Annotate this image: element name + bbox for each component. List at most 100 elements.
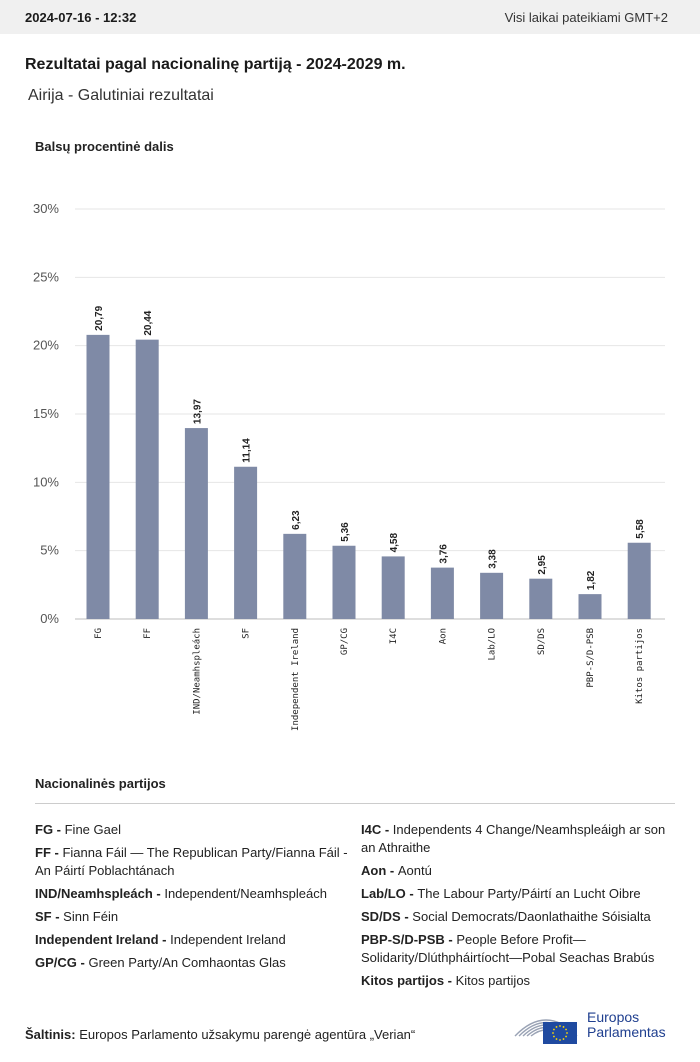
x-tick-label: Kitos partijos bbox=[635, 628, 645, 704]
flag-star-icon bbox=[555, 1026, 558, 1028]
legend-item: Aon - Aontú bbox=[361, 862, 679, 880]
source-text: Europos Parlamento užsakymu parengė agen… bbox=[79, 1027, 416, 1042]
x-tick-label: SD/DS bbox=[537, 628, 547, 655]
flag-star-icon bbox=[552, 1032, 554, 1034]
y-tick-label: 30% bbox=[33, 201, 59, 216]
x-tick-label: PBP-S/D-PSB bbox=[586, 628, 596, 688]
parliament-emblem-icon bbox=[514, 1019, 578, 1044]
flag-star-icon bbox=[553, 1035, 555, 1038]
bar bbox=[381, 556, 405, 619]
legend-name: People Before Profit—Solidarity/Dlúthphá… bbox=[361, 932, 655, 965]
legend-column-left: FG - Fine Gael FF - Fianna Fáil — The Rep… bbox=[35, 821, 353, 977]
y-tick-label: 0% bbox=[40, 611, 59, 626]
y-tick-label: 20% bbox=[33, 338, 59, 353]
flag-star-icon bbox=[559, 1025, 561, 1027]
bar bbox=[135, 339, 159, 619]
bar bbox=[430, 567, 454, 619]
bar bbox=[332, 545, 356, 619]
legend-name: The Labour Party/Páirtí an Lucht Oibre bbox=[417, 886, 641, 901]
legend-item: Kitos partijos - Kitos partijos bbox=[361, 972, 679, 990]
bar-value-label: 6,23 bbox=[291, 510, 302, 530]
flag-star-icon bbox=[562, 1038, 565, 1040]
legend-abbr: Lab/LO - bbox=[361, 886, 418, 901]
bar bbox=[480, 572, 504, 619]
legend-abbr: Aon - bbox=[361, 863, 398, 878]
bar-value-label: 13,97 bbox=[192, 399, 203, 424]
bar-value-label: 20,44 bbox=[143, 310, 154, 335]
flag-star-icon bbox=[566, 1032, 568, 1034]
legend-abbr: GP/CG - bbox=[35, 955, 89, 970]
y-tick-label: 15% bbox=[33, 406, 59, 421]
top-bar: 2024-07-16 - 12:32 Visi laikai pateikiam… bbox=[0, 0, 700, 34]
legend-name: Kitos partijos bbox=[455, 973, 531, 988]
legend-item: I4C - Independents 4 Change/Neamhspleáig… bbox=[361, 821, 679, 857]
bar-value-label: 5,36 bbox=[340, 522, 351, 542]
x-tick-label: GP/CG bbox=[340, 628, 350, 655]
legend-item: GP/CG - Green Party/An Comhaontas Glas bbox=[35, 954, 353, 972]
timestamp: 2024-07-16 - 12:32 bbox=[25, 9, 137, 25]
bar bbox=[529, 578, 553, 619]
bar-value-label: 1,82 bbox=[586, 570, 597, 590]
legend-item: Lab/LO - The Labour Party/Páirtí an Luch… bbox=[361, 885, 679, 903]
legend-name: Independents 4 Change/Neamhspleáigh ar s… bbox=[361, 822, 666, 855]
legend-name: Green Party/An Comhaontas Glas bbox=[88, 955, 286, 970]
legend-name: Social Democrats/Daonlathaithe Sóisialta bbox=[412, 909, 651, 924]
legend-abbr: SD/DS - bbox=[361, 909, 413, 924]
source-label: Šaltinis: bbox=[25, 1027, 76, 1042]
x-tick-label: Independent Ireland bbox=[291, 628, 301, 731]
legend-divider bbox=[35, 803, 675, 804]
flag-star-icon bbox=[553, 1028, 555, 1031]
flag-star-icon bbox=[559, 1039, 561, 1041]
x-tick-label: FF bbox=[143, 628, 153, 639]
european-parliament-logo[interactable]: Europos Parlamentas bbox=[513, 1005, 683, 1045]
page-subtitle: Airija - Galutiniai rezultatai bbox=[28, 87, 214, 104]
legend-item: PBP-S/D-PSB - People Before Profit—Solid… bbox=[361, 931, 679, 967]
bar bbox=[184, 428, 208, 619]
legend-abbr: Kitos partijos - bbox=[361, 973, 456, 988]
legend-item: Independent Ireland - Independent Irelan… bbox=[35, 931, 353, 949]
logo-line-2: Parlamentas bbox=[587, 1024, 666, 1040]
x-tick-label: IND/Neamhspleách bbox=[192, 628, 202, 715]
legend-abbr: PBP-S/D-PSB - bbox=[361, 932, 457, 947]
page-title: Rezultatai pagal nacionalinę partiją - 2… bbox=[25, 56, 406, 73]
bar bbox=[578, 594, 602, 619]
x-tick-label: FG bbox=[94, 628, 104, 639]
bar bbox=[234, 466, 258, 619]
x-tick-label: I4C bbox=[389, 628, 399, 644]
legend-abbr: Independent Ireland - bbox=[35, 932, 171, 947]
legend-item: SF - Sinn Féin bbox=[35, 908, 353, 926]
logo-line-1: Europos bbox=[587, 1009, 640, 1025]
legend-name: Fianna Fáil — The Republican Party/Fiann… bbox=[35, 845, 348, 878]
x-tick-label: Lab/LO bbox=[488, 628, 498, 661]
legend-column-right: I4C - Independents 4 Change/Neamhspleáig… bbox=[361, 821, 679, 995]
y-tick-label: 10% bbox=[33, 474, 59, 489]
legend-abbr: IND/Neamhspleách - bbox=[35, 886, 165, 901]
legend-name: Fine Gael bbox=[64, 822, 121, 837]
bar-value-label: 20,79 bbox=[94, 305, 105, 330]
bar bbox=[283, 533, 307, 619]
bar-value-label: 2,95 bbox=[537, 555, 548, 575]
bar-value-label: 4,58 bbox=[389, 533, 400, 553]
flag-star-icon bbox=[565, 1035, 567, 1038]
flag-star-icon bbox=[565, 1028, 567, 1031]
bar-value-label: 11,14 bbox=[242, 438, 253, 463]
bar bbox=[627, 542, 651, 619]
legend-title: Nacionalinės partijos bbox=[35, 776, 166, 791]
y-tick-label: 25% bbox=[33, 269, 59, 284]
x-tick-label: Aon bbox=[438, 628, 448, 644]
x-tick-label: SF bbox=[242, 628, 252, 639]
legend-abbr: SF - bbox=[35, 909, 64, 924]
legend-item: SD/DS - Social Democrats/Daonlathaithe S… bbox=[361, 908, 679, 926]
bar-value-label: 3,38 bbox=[488, 549, 499, 569]
source-note: Šaltinis: Europos Parlamento užsakymu pa… bbox=[25, 1027, 415, 1042]
bar bbox=[86, 334, 110, 619]
flag-star-icon bbox=[562, 1026, 565, 1028]
y-axis-label: Balsų procentinė dalis bbox=[35, 139, 174, 154]
legend-abbr: FG - bbox=[35, 822, 65, 837]
bar-value-label: 5,58 bbox=[635, 519, 646, 539]
bar-value-label: 3,76 bbox=[438, 544, 449, 564]
y-tick-label: 5% bbox=[40, 543, 59, 558]
legend-name: Independent Ireland bbox=[170, 932, 286, 947]
legend-abbr: I4C - bbox=[361, 822, 393, 837]
legend-name: Sinn Féin bbox=[63, 909, 119, 924]
